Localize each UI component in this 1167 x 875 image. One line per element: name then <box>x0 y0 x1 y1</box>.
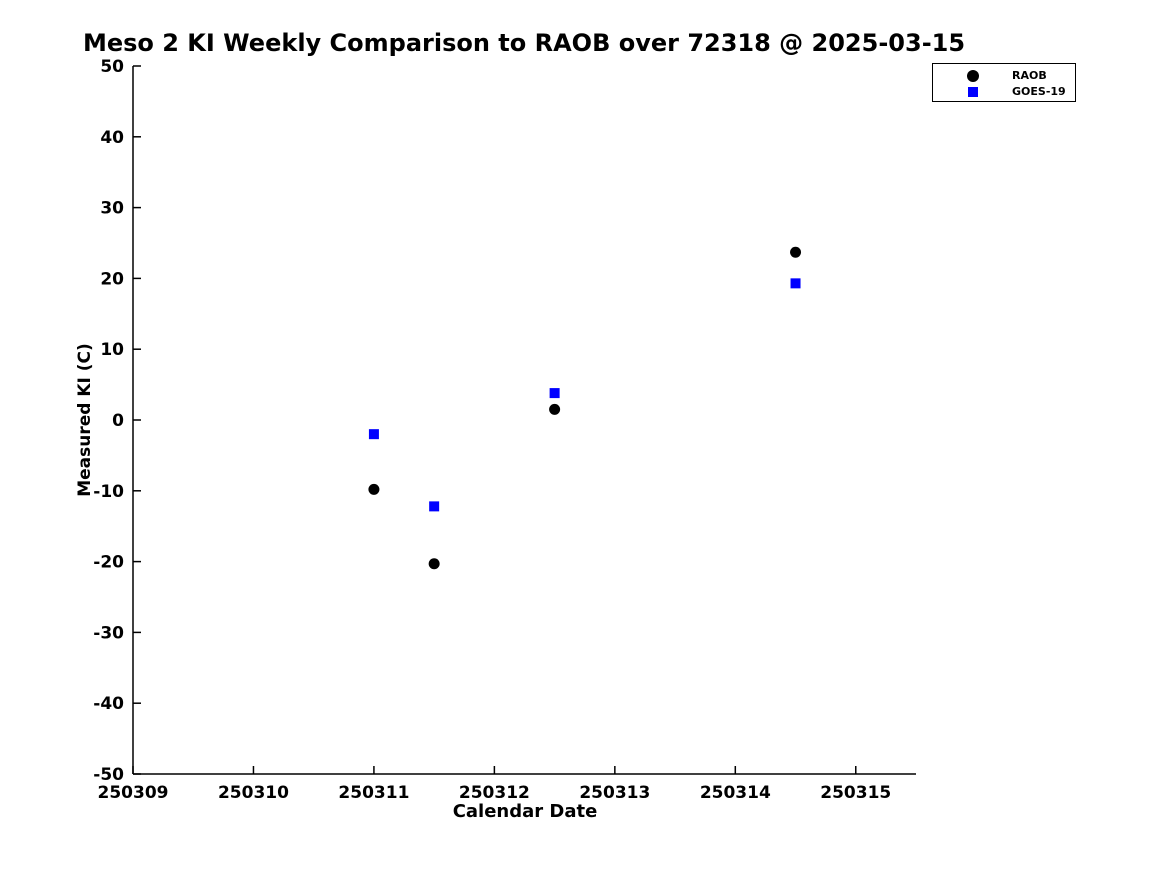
legend-label-raob: RAOB <box>1012 69 1047 82</box>
raob-circle-marker-icon <box>967 70 979 82</box>
legend-label-goes-19: GOES-19 <box>1012 85 1066 98</box>
y-tick-label: 40 <box>100 128 124 148</box>
y-tick-label: -20 <box>93 553 124 573</box>
x-tick-label: 250311 <box>338 783 409 803</box>
data-point-raob <box>549 403 561 415</box>
x-tick-label: 250310 <box>218 783 289 803</box>
y-tick-label: -30 <box>93 623 124 643</box>
data-point-goes-19 <box>790 278 801 289</box>
y-tick-label: -40 <box>93 694 124 714</box>
data-point-raob <box>368 483 380 495</box>
x-tick-label: 250314 <box>700 783 771 803</box>
y-tick-label: 0 <box>112 411 124 431</box>
x-axis-label: Calendar Date <box>452 801 598 822</box>
chart-title: Meso 2 KI Weekly Comparison to RAOB over… <box>82 29 966 57</box>
y-tick-label: -50 <box>93 765 124 785</box>
y-tick-label: 20 <box>100 269 124 289</box>
goes-19-square-marker-icon <box>968 87 978 97</box>
y-tick-label: -10 <box>93 482 124 502</box>
x-tick-label: 250312 <box>459 783 530 803</box>
x-tick-label: 250309 <box>98 783 169 803</box>
y-tick-label: 10 <box>100 340 124 360</box>
x-tick-label: 250315 <box>820 783 891 803</box>
data-point-goes-19 <box>549 388 560 399</box>
y-tick-label: 50 <box>100 57 124 77</box>
data-point-raob <box>790 246 802 258</box>
data-point-raob <box>428 558 440 570</box>
y-tick-label: 30 <box>100 199 124 219</box>
x-tick-label: 250313 <box>579 783 650 803</box>
legend: RAOB GOES-19 <box>932 63 1076 102</box>
data-point-goes-19 <box>368 429 379 440</box>
data-point-goes-19 <box>429 501 440 512</box>
